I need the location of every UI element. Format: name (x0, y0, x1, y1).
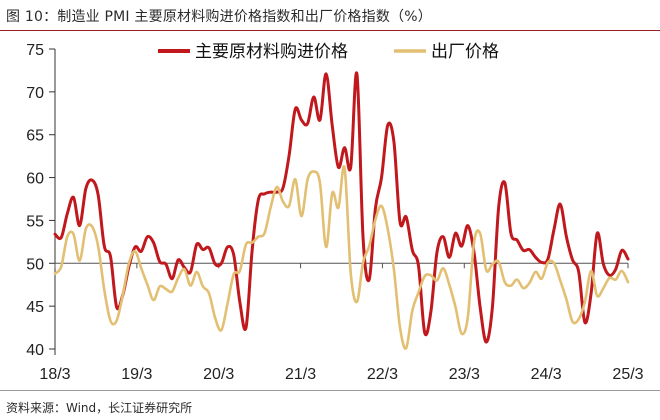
legend-label-2: 出厂价格 (431, 42, 499, 62)
source-rule (0, 390, 660, 391)
source-note: 资料来源：Wind，长江证券研究所 (6, 401, 193, 415)
x-tick-label: 21/3 (285, 366, 316, 383)
x-tick-label: 18/3 (39, 366, 70, 383)
x-tick-label: 24/3 (531, 366, 562, 383)
legend-label-1: 主要原材料购进价格 (195, 42, 348, 62)
y-tick-label: 40 (26, 342, 44, 359)
y-tick-label: 70 (26, 85, 44, 102)
figure-title: 图 10：制造业 PMI 主要原材料购进价格指数和出厂价格指数（%） (6, 9, 432, 25)
chart-ticks: 40 45 50 55 60 65 70 75 18/3 19/3 20/3 21/3 22/3 23/3… (26, 42, 643, 383)
y-tick-label: 50 (26, 256, 44, 273)
chart-lines (53, 71, 630, 350)
y-tick-label: 75 (26, 42, 44, 59)
title-rule (0, 30, 660, 31)
x-tick-label: 25/3 (612, 366, 643, 383)
y-tick-label: 45 (26, 299, 44, 316)
x-tick-label: 23/3 (449, 366, 480, 383)
series-line-2 (53, 165, 630, 350)
chart-legend: 主要原材料购进价格 出厂价格 (158, 42, 499, 62)
series-line-1 (53, 71, 630, 344)
x-tick-label: 19/3 (121, 366, 152, 383)
x-tick-label: 20/3 (203, 366, 234, 383)
x-tick-label: 22/3 (367, 366, 398, 383)
y-tick-label: 60 (26, 171, 44, 188)
pmi-price-chart: 40 45 50 55 60 65 70 75 18/3 19/3 20/3 21/3 22/3 23/3… (26, 42, 643, 383)
y-tick-label: 55 (26, 213, 44, 230)
chart-axes (54, 49, 628, 355)
y-tick-label: 65 (26, 128, 44, 145)
